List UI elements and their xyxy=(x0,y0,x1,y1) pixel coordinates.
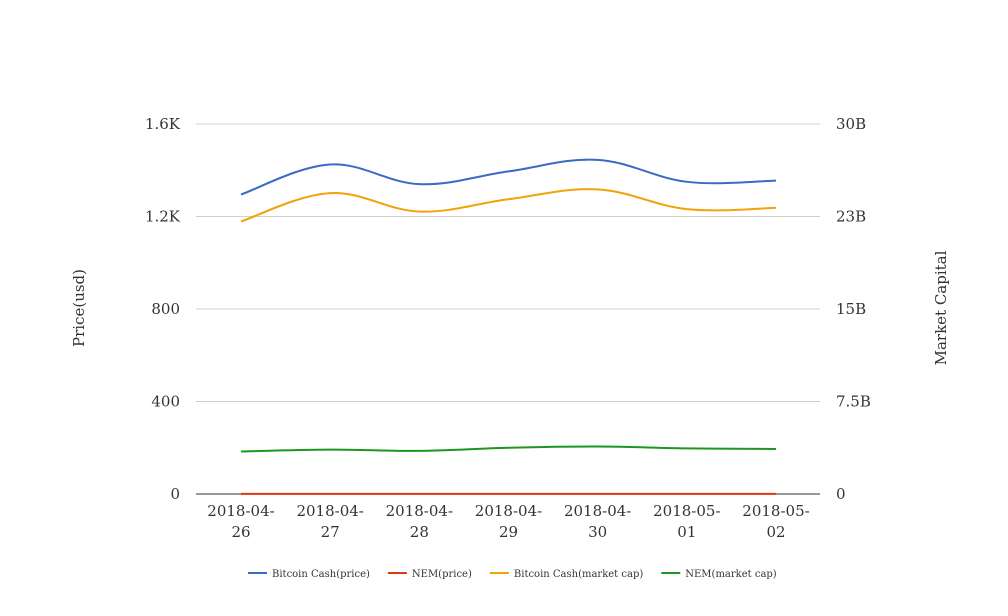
legend-item[interactable]: NEM(market cap) xyxy=(661,569,777,580)
left-tick-label: 0 xyxy=(170,485,180,503)
right-tick-label: 30B xyxy=(836,115,866,133)
legend-label: Bitcoin Cash(market cap) xyxy=(514,569,643,580)
x-tick-label: 2018-04-26 xyxy=(207,502,274,541)
legend-item[interactable]: Bitcoin Cash(price) xyxy=(248,569,370,580)
x-tick-label: 2018-04-27 xyxy=(296,502,363,541)
x-tick-label: 2018-04-30 xyxy=(564,502,631,541)
right-tick-label: 15B xyxy=(836,300,866,318)
series-layer xyxy=(240,158,777,495)
right-axis-ticks: 0 7.5B 15B 23B 30B xyxy=(836,115,871,503)
x-axis-ticks: 2018-04-26 2018-04-27 2018-04-28 2018-04-29… xyxy=(207,502,809,541)
legend-label: NEM(price) xyxy=(412,569,472,580)
right-tick-label: 23B xyxy=(836,208,866,226)
legend-label: NEM(market cap) xyxy=(685,569,777,580)
left-axis-title: Price(usd) xyxy=(70,269,88,347)
right-axis-title: Market Capital xyxy=(932,250,950,365)
legend-item[interactable]: NEM(price) xyxy=(387,569,472,580)
right-tick-label: 0 xyxy=(836,485,846,503)
x-tick-label: 2018-04-29 xyxy=(475,502,542,541)
x-tick-label: 2018-05-02 xyxy=(742,502,809,541)
series-line-1 xyxy=(240,158,777,196)
left-tick-label: 1.2K xyxy=(145,208,181,226)
left-tick-label: 1.6K xyxy=(145,115,181,133)
left-axis-ticks: 0 400 800 1.2K 1.6K xyxy=(145,115,181,503)
series-line-4 xyxy=(240,445,777,453)
grid-layer xyxy=(196,123,820,495)
legend: Bitcoin Cash(price) NEM(price) Bitcoin Cas… xyxy=(248,569,777,580)
left-tick-label: 800 xyxy=(151,300,180,318)
x-tick-label: 2018-04-28 xyxy=(386,502,453,541)
left-tick-label: 400 xyxy=(151,393,180,411)
right-tick-label: 7.5B xyxy=(836,393,871,411)
legend-label: Bitcoin Cash(price) xyxy=(272,569,370,580)
series-line-3 xyxy=(240,188,777,223)
x-tick-label: 2018-05-01 xyxy=(653,502,720,541)
legend-item[interactable]: Bitcoin Cash(market cap) xyxy=(489,569,643,580)
